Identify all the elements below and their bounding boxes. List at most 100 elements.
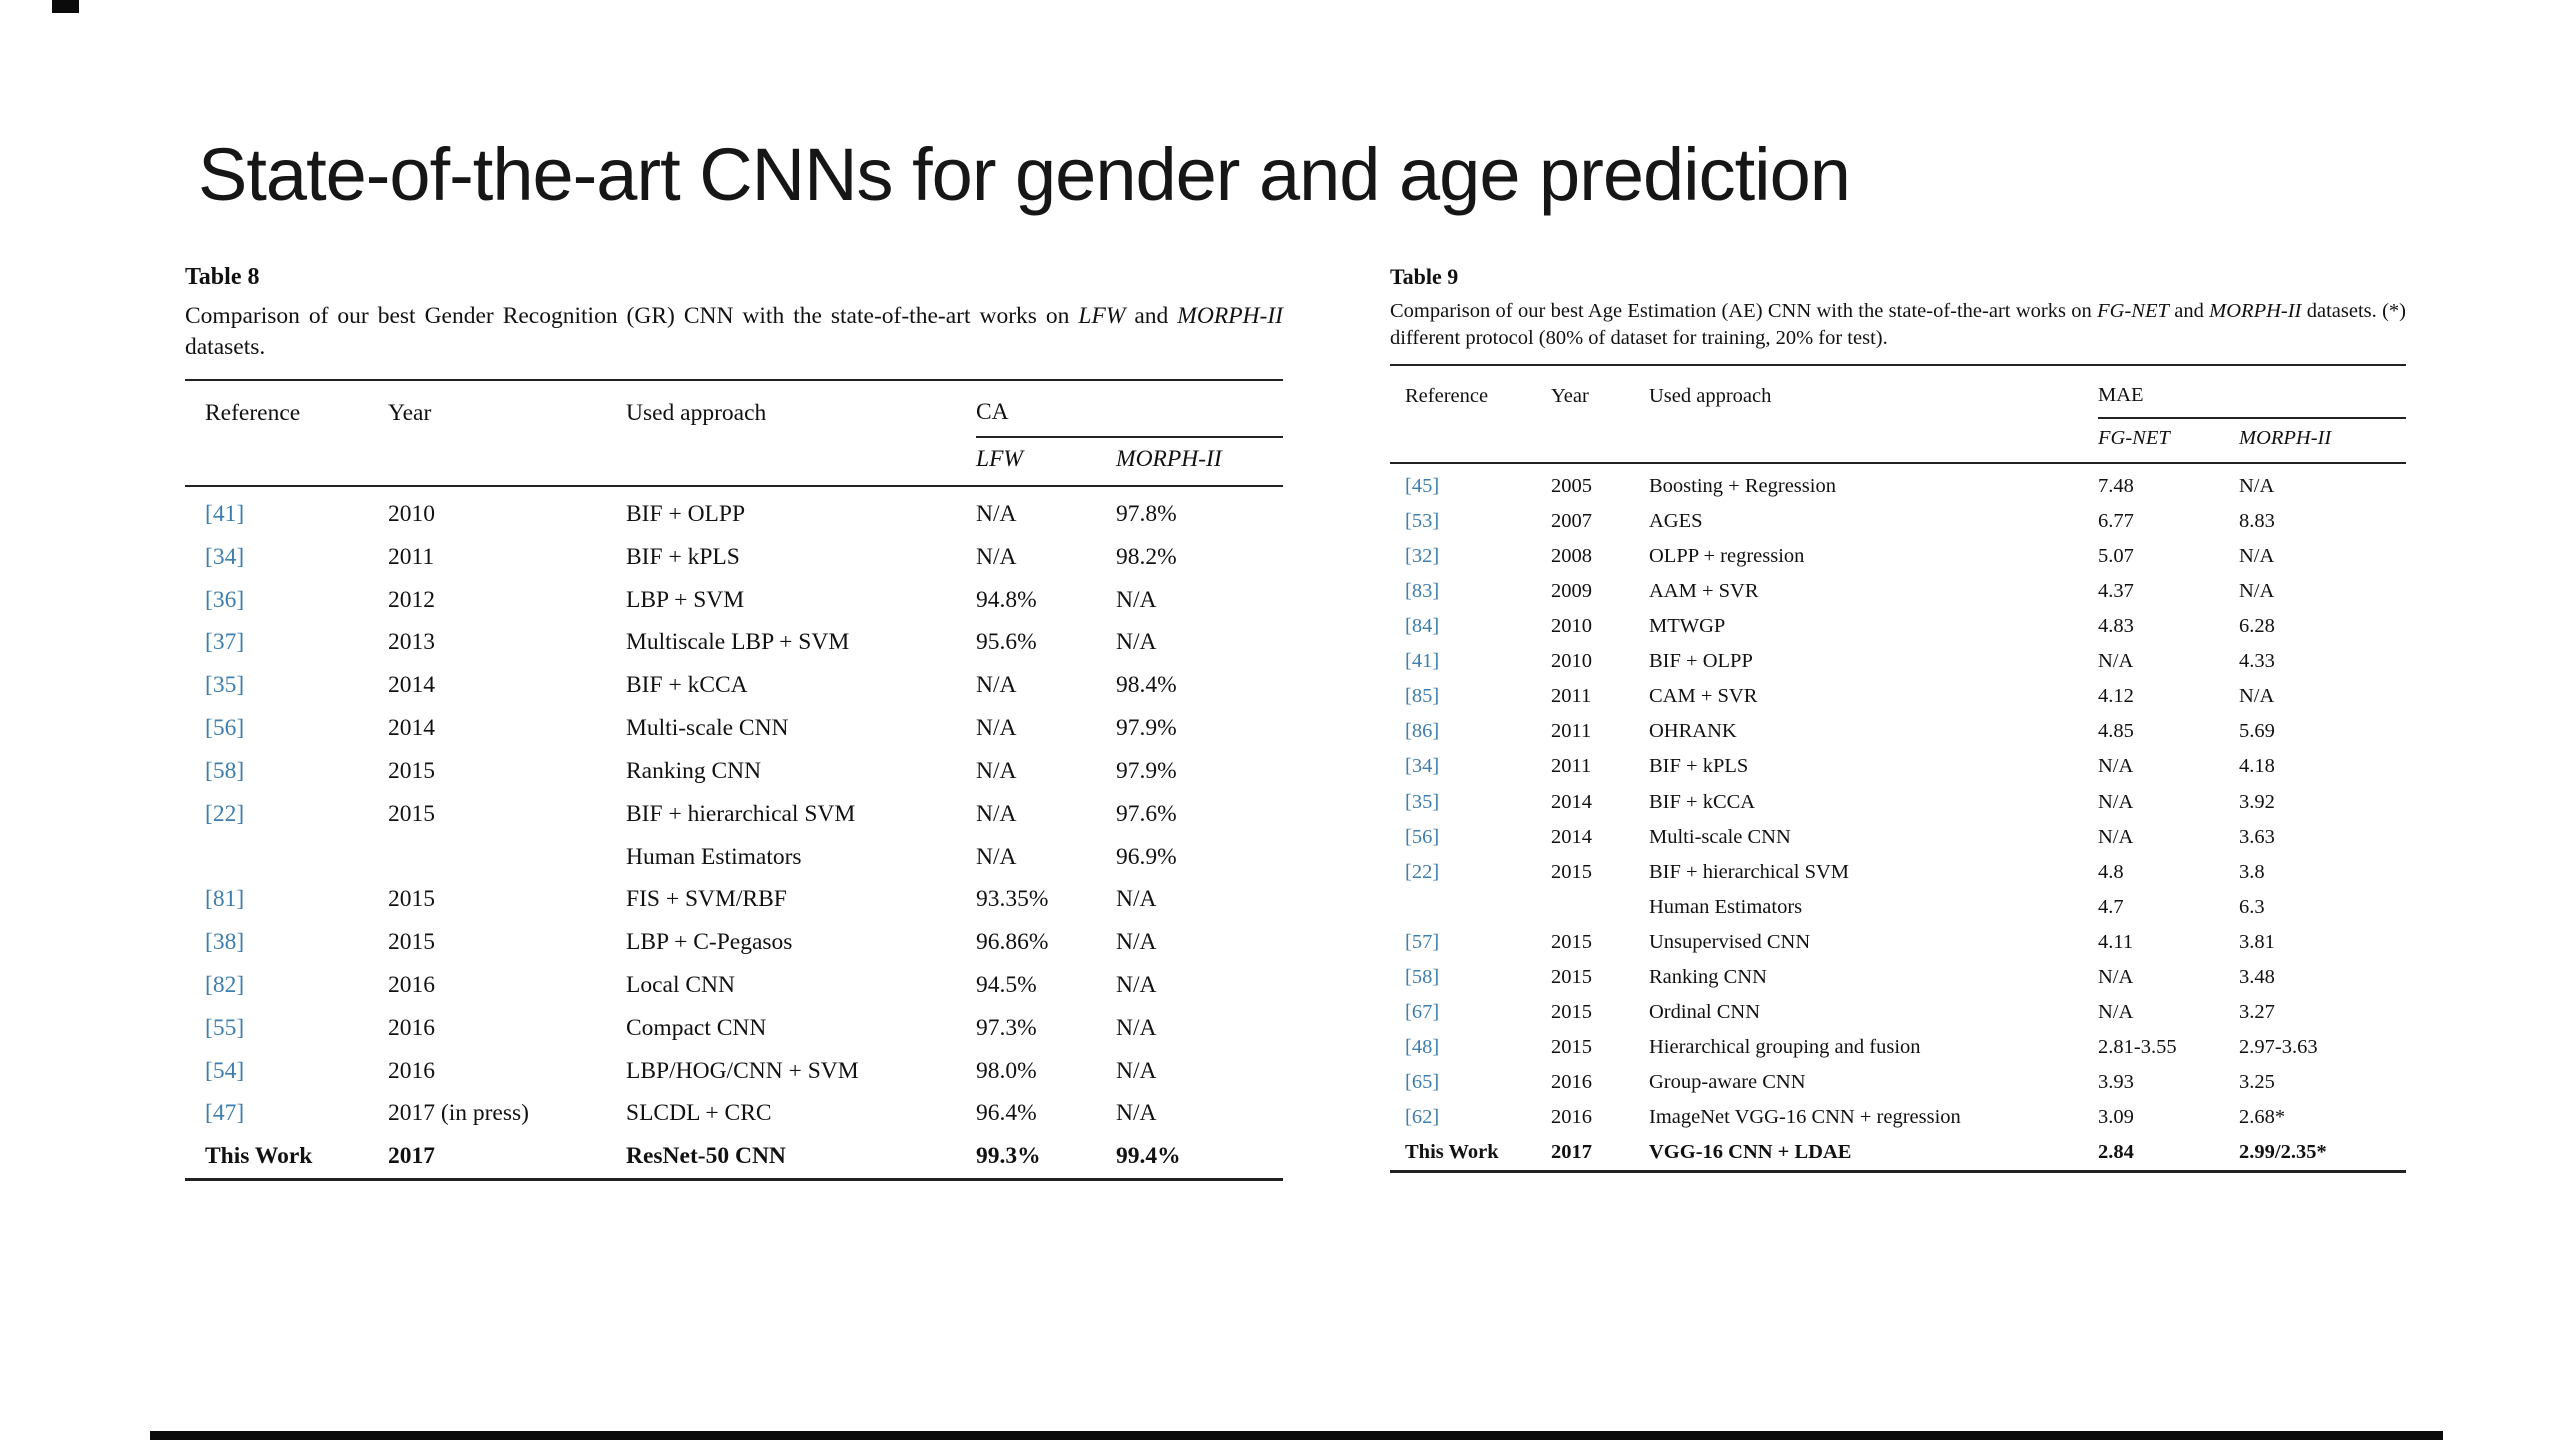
table-row: Human Estimators 4.7 6.3 [1390, 890, 2406, 925]
header-row: Reference Year Used approach MAE [1390, 365, 2406, 420]
year-cell: 2016 [388, 1057, 435, 1084]
approach-cell: FIS + SVM/RBF [626, 886, 787, 913]
citation-ref: [37] [205, 629, 245, 656]
table9-body: [45] 2005 Boosting + Regression 7.48 N/A [53]… [1390, 463, 2406, 1171]
value-cell-2: 3.48 [2239, 965, 2275, 988]
col-header-year: Year [388, 400, 432, 427]
value-cell-1: 3.93 [2098, 1070, 2134, 1093]
table-row: This Work 2017 VGG-16 CNN + LDAE 2.84 2.99/2… [1390, 1135, 2406, 1172]
value-cell-2: N/A [2239, 475, 2275, 498]
value-cell-1: 2.81-3.55 [2098, 1035, 2177, 1058]
table8-label: Table 8 [185, 264, 260, 290]
value-cell-2: 2.97-3.63 [2239, 1035, 2318, 1058]
approach-cell: AAM + SVR [1649, 580, 1759, 603]
value-cell-1: N/A [2098, 755, 2134, 778]
table-row: [34] 2011 BIF + kPLS N/A 4.18 [1390, 749, 2406, 784]
col-header-reference: Reference [1405, 385, 1489, 408]
citation-ref: [85] [1405, 685, 1440, 708]
value-cell-1: 93.35% [976, 886, 1049, 913]
approach-cell: Group-aware CNN [1649, 1070, 1806, 1093]
ref-cell [185, 836, 388, 879]
value-cell-2: N/A [1116, 1014, 1157, 1041]
year-cell: 2013 [388, 629, 435, 656]
citation-ref: [84] [1405, 615, 1440, 638]
citation-ref: [41] [1405, 650, 1440, 673]
value-cell-1: 4.83 [2098, 615, 2134, 638]
table9-label: Table 9 [1390, 264, 1459, 289]
year-cell: 2016 [388, 1014, 435, 1041]
approach-cell: Human Estimators [1649, 895, 1803, 918]
approach-cell: Boosting + Regression [1649, 475, 1836, 498]
citation-ref: [22] [1405, 860, 1440, 883]
col-header-year: Year [1551, 385, 1589, 408]
table-row: [56] 2014 Multi-scale CNN N/A 97.9% [185, 707, 1283, 750]
approach-cell: Multi-scale CNN [626, 715, 789, 742]
approach-cell: BIF + OLPP [626, 501, 746, 528]
approach-cell: BIF + hierarchical SVM [626, 800, 856, 827]
citation-ref: [32] [1405, 545, 1440, 568]
value-cell-2: 97.9% [1116, 757, 1177, 784]
citation-ref: [58] [1405, 965, 1440, 988]
value-cell-2: 3.81 [2239, 930, 2275, 953]
value-cell-2: 99.4% [1116, 1143, 1181, 1170]
table-row: [53] 2007 AGES 6.77 8.83 [1390, 504, 2406, 539]
citation-ref: [81] [205, 886, 245, 913]
table-row: [58] 2015 Ranking CNN N/A 97.9% [185, 750, 1283, 793]
approach-cell: Unsupervised CNN [1649, 930, 1811, 953]
subheader-row: FG-NET MORPH-II [1390, 418, 2406, 465]
page-title: State-of-the-art CNNs for gender and age… [198, 132, 1851, 216]
table-row: [84] 2010 MTWGP 4.83 6.28 [1390, 609, 2406, 644]
citation-ref: [34] [1405, 755, 1440, 778]
table-row: [41] 2010 BIF + OLPP N/A 4.33 [1390, 644, 2406, 679]
table-row: [82] 2016 Local CNN 94.5% N/A [185, 964, 1283, 1007]
citation-ref: [56] [205, 715, 245, 742]
approach-cell: BIF + OLPP [1649, 650, 1753, 673]
value-cell-1: 94.5% [976, 971, 1037, 998]
value-cell-1: N/A [2098, 825, 2134, 848]
ref-cell: This Work [205, 1143, 313, 1170]
value-cell-1: 4.7 [2098, 895, 2124, 918]
table8-caption: Comparison of our best Gender Recognitio… [185, 303, 1284, 361]
year-cell: 2015 [1551, 1000, 1592, 1023]
citation-ref: [36] [205, 586, 245, 613]
value-cell-1: N/A [2098, 965, 2134, 988]
approach-cell: Hierarchical grouping and fusion [1649, 1035, 1921, 1058]
ref-cell: This Work [1405, 1140, 1499, 1163]
approach-cell: BIF + kPLS [1649, 755, 1749, 778]
value-cell-1: 4.85 [2098, 720, 2134, 743]
age-table-panel: Table 9 Comparison of our best Age Estim… [1390, 264, 2406, 1174]
table-row: [65] 2016 Group-aware CNN 3.93 3.25 [1390, 1065, 2406, 1100]
value-cell-1: N/A [976, 800, 1017, 827]
approach-cell: LBP + C-Pegasos [626, 929, 793, 956]
top-left-mark [52, 0, 79, 13]
value-cell-2: 2.99/2.35* [2239, 1140, 2327, 1163]
year-cell: 2011 [388, 543, 435, 570]
table-row: [83] 2009 AAM + SVR 4.37 N/A [1390, 574, 2406, 609]
value-cell-2: 8.83 [2239, 510, 2275, 533]
year-cell: 2010 [388, 501, 435, 528]
citation-ref: [41] [205, 501, 245, 528]
table-row: [32] 2008 OLPP + regression 5.07 N/A [1390, 539, 2406, 574]
value-cell-1: 99.3% [976, 1143, 1041, 1170]
citation-ref: [86] [1405, 720, 1440, 743]
table-row: [54] 2016 LBP/HOG/CNN + SVM 98.0% N/A [185, 1050, 1283, 1093]
value-cell-1: 97.3% [976, 1014, 1037, 1041]
approach-cell: LBP + SVM [626, 586, 745, 613]
table-row: [41] 2010 BIF + OLPP N/A 97.8% [185, 486, 1283, 536]
citation-ref: [54] [205, 1057, 245, 1084]
citation-ref: [62] [1405, 1105, 1440, 1128]
year-cell: 2012 [388, 586, 435, 613]
value-cell-1: N/A [976, 757, 1017, 784]
value-cell-1: 3.09 [2098, 1105, 2134, 1128]
year-cell: 2015 [1551, 860, 1592, 883]
table-row: This Work 2017 ResNet-50 CNN 99.3% 99.4% [185, 1135, 1283, 1179]
citation-ref: [35] [205, 672, 245, 699]
col-subheader-lfw: LFW [976, 437, 1116, 488]
year-cell: 2015 [388, 800, 435, 827]
approach-cell: ImageNet VGG-16 CNN + regression [1649, 1105, 1961, 1128]
value-cell-2: N/A [1116, 1057, 1157, 1084]
col-subheader-fgnet: FG-NET [2098, 418, 2239, 465]
value-cell-1: 2.84 [2098, 1140, 2134, 1163]
table-row: [22] 2015 BIF + hierarchical SVM N/A 97.6% [185, 793, 1283, 836]
value-cell-2: N/A [2239, 685, 2275, 708]
